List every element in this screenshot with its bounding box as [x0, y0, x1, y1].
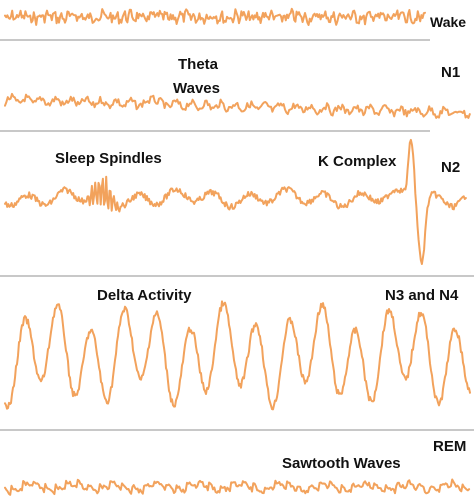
theta-annotation-line1: Theta	[178, 56, 219, 73]
rem-eeg-trace	[4, 478, 471, 496]
sawtooth-waves-annotation: Sawtooth Waves	[282, 455, 401, 472]
stage-label-rem: REM	[433, 438, 466, 455]
stage-label-n1: N1	[441, 64, 460, 81]
n2-eeg-trace	[4, 138, 467, 265]
k-complex-annotation: K Complex	[318, 153, 397, 170]
wake-eeg-trace	[4, 7, 426, 26]
n1-eeg-trace	[4, 92, 471, 119]
theta-annotation-line2: Waves	[173, 80, 220, 97]
stage-label-n2: N2	[441, 159, 460, 176]
delta-activity-annotation: Delta Activity	[97, 287, 192, 304]
stage-label-wake: Wake	[430, 14, 466, 30]
stage-label-n3-n4: N3 and N4	[385, 287, 459, 304]
sleep-spindles-annotation: Sleep Spindles	[55, 150, 162, 167]
n3-n4-eeg-trace	[4, 300, 471, 411]
